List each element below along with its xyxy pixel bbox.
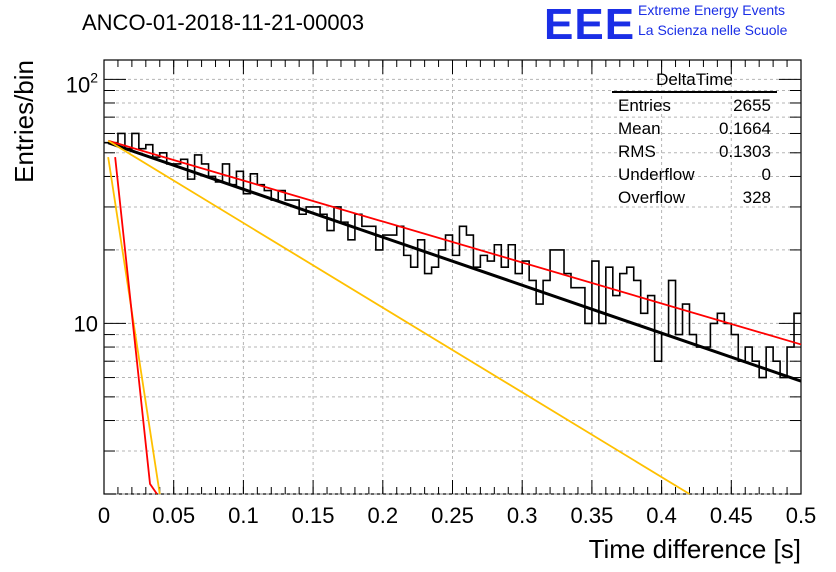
stats-title: DeltaTime bbox=[612, 70, 777, 93]
plot-title: ANCO-01-2018-11-21-00003 bbox=[82, 10, 365, 35]
grid bbox=[104, 60, 801, 495]
stats-box: DeltaTime Entries 2655 Mean 0.1664 RMS 0.13… bbox=[612, 70, 777, 209]
stats-row-underflow: Underflow 0 bbox=[612, 163, 777, 186]
stats-row-entries: Entries 2655 bbox=[612, 94, 777, 117]
x-tick-label: 0.15 bbox=[292, 503, 335, 528]
x-tick-label: 0.25 bbox=[431, 503, 474, 528]
x-tick-label: 0.45 bbox=[710, 503, 753, 528]
x-tick-label: 0.1 bbox=[228, 503, 259, 528]
x-tick-label: 0.35 bbox=[570, 503, 613, 528]
stats-row-overflow: Overflow 328 bbox=[612, 186, 777, 209]
stats-value: 2655 bbox=[733, 96, 771, 115]
stats-row-mean: Mean 0.1664 bbox=[612, 117, 777, 140]
x-tick-label: 0.2 bbox=[368, 503, 399, 528]
logo-subtitle-line1: Extreme Energy Events bbox=[638, 2, 786, 18]
stats-label: Mean bbox=[618, 119, 661, 138]
fit-line-5 bbox=[114, 157, 158, 495]
x-tick-label: 0.05 bbox=[152, 503, 195, 528]
x-tick-label: 0.5 bbox=[786, 503, 817, 528]
y-tick-label: 10 bbox=[74, 311, 98, 336]
x-tick-label: 0.3 bbox=[507, 503, 538, 528]
stats-label: Underflow bbox=[618, 165, 695, 184]
fit-line-1 bbox=[107, 141, 802, 383]
x-tick-labels: 0 0.05 0.1 0.15 0.2 0.25 0.3 0.35 0.4 0.45 0.5 bbox=[98, 503, 816, 528]
fit-line-3 bbox=[107, 140, 690, 495]
fit-line-2 bbox=[107, 139, 802, 346]
y-tick-label-exponent: 2 bbox=[90, 69, 98, 85]
stats-label: RMS bbox=[618, 142, 656, 161]
x-axis-label: Time difference [s] bbox=[589, 534, 801, 564]
x-tick-label: 0 bbox=[98, 503, 110, 528]
stats-label: Entries bbox=[618, 96, 671, 115]
eee-logo: EEE bbox=[544, 0, 636, 49]
stats-label: Overflow bbox=[618, 188, 686, 207]
stats-value: 0.1303 bbox=[719, 142, 771, 161]
y-tick-label-base: 10 bbox=[66, 72, 90, 97]
logo-subtitle-line2: La Scienza nelle Scuole bbox=[638, 22, 788, 38]
histogram-steps bbox=[104, 132, 801, 379]
axis-ticks bbox=[103, 60, 802, 495]
y-tick-label: 102 bbox=[66, 69, 98, 97]
y-axis-label: Entries/bin bbox=[9, 60, 39, 183]
stats-value: 0.1664 bbox=[719, 119, 771, 138]
series-group bbox=[104, 132, 802, 495]
stats-value: 0 bbox=[761, 165, 771, 184]
stats-row-rms: RMS 0.1303 bbox=[612, 140, 777, 163]
stats-value: 328 bbox=[742, 188, 771, 207]
x-tick-label: 0.4 bbox=[646, 503, 677, 528]
